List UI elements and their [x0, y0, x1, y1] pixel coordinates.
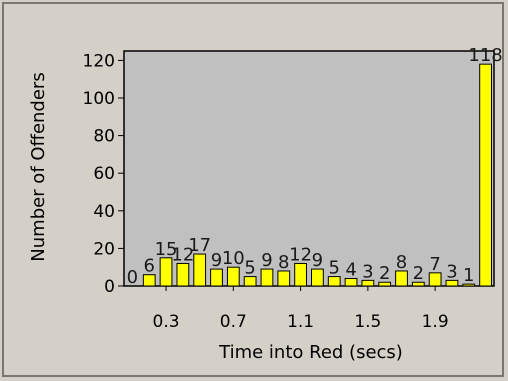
data-label: 6 [144, 256, 155, 277]
x-tick-label: 0.3 [153, 312, 180, 332]
bar [327, 276, 341, 287]
x-tick-label: 1.1 [287, 312, 314, 332]
bar [311, 268, 324, 287]
y-tick-label: 100 [83, 89, 115, 109]
data-label: 2 [379, 263, 390, 284]
bar [260, 268, 274, 287]
bar [411, 281, 425, 287]
data-label: 8 [278, 252, 289, 273]
bar [159, 257, 173, 287]
bar [210, 268, 223, 287]
data-label: 5 [329, 258, 340, 279]
data-label: 3 [362, 261, 373, 282]
x-tick-label: 0.7 [220, 312, 247, 332]
bar [378, 281, 392, 287]
bar [193, 253, 207, 287]
data-label: 7 [429, 254, 440, 275]
plot-area [123, 50, 495, 287]
data-label: 3 [446, 261, 457, 282]
data-label: 1 [463, 265, 474, 286]
data-label: 118 [468, 45, 502, 66]
x-tick-label: 1.9 [422, 312, 449, 332]
data-label: 10 [222, 248, 245, 269]
bar [445, 279, 459, 287]
data-label: 15 [155, 239, 178, 260]
bar [142, 274, 156, 287]
y-tick-label: 0 [104, 277, 115, 297]
data-label: 4 [345, 259, 356, 280]
bar [479, 63, 492, 287]
bar [226, 266, 240, 287]
y-tick-label: 120 [83, 51, 115, 71]
data-label: 2 [413, 263, 424, 284]
data-label: 9 [312, 250, 323, 271]
bar [344, 277, 358, 287]
y-tick-label: 40 [93, 202, 115, 222]
data-label: 17 [188, 235, 211, 256]
data-label: 12 [289, 244, 312, 265]
bar [277, 270, 291, 287]
data-label: 0 [127, 267, 138, 288]
x-axis-title: Time into Red (secs) [218, 342, 403, 363]
x-tick-label: 1.5 [354, 312, 381, 332]
data-label: 8 [396, 252, 407, 273]
bar [462, 283, 476, 287]
y-tick-label: 80 [93, 127, 115, 147]
data-label: 9 [261, 250, 272, 271]
bar [176, 262, 190, 287]
bar [243, 276, 257, 287]
y-tick-label: 20 [93, 239, 115, 259]
bar [395, 270, 408, 287]
data-label: 12 [171, 244, 194, 265]
bar [294, 262, 307, 287]
data-label: 9 [211, 250, 222, 271]
data-label: 5 [244, 258, 255, 279]
y-axis-title: Number of Offenders [28, 72, 49, 261]
y-tick-label: 60 [93, 164, 115, 184]
